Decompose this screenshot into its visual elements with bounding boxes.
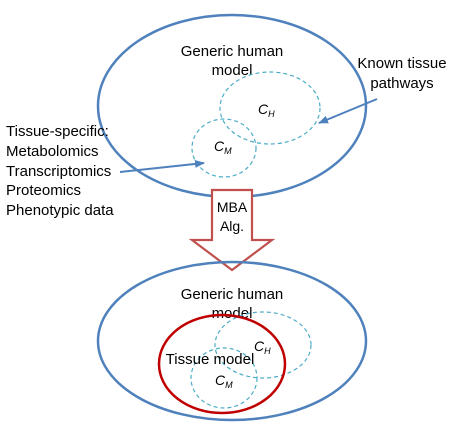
top-model-title-line1: Generic human xyxy=(181,43,284,60)
mba-label-line2: Alg. xyxy=(220,218,244,234)
known-pathways-line1: Known tissue xyxy=(357,55,446,72)
tissue-specific-arrow xyxy=(119,159,205,173)
bottom-ch-label: CH xyxy=(254,338,271,356)
tissue-model-ellipse xyxy=(157,313,287,415)
tissue-specific-item-0: Metabolomics xyxy=(6,143,99,160)
tissue-specific-item-2: Proteomics xyxy=(6,182,81,199)
tissue-specific-item-3: Phenotypic data xyxy=(6,202,114,219)
top-cm-circle xyxy=(191,118,257,178)
known-pathways-line2: pathways xyxy=(370,75,433,92)
top-ch-circle xyxy=(219,71,321,145)
known-pathways-arrow xyxy=(318,98,378,124)
tissue-specific-heading: Tissue-specific: xyxy=(6,123,109,140)
top-ch-label: CH xyxy=(258,101,275,119)
tissue-model-label: Tissue model xyxy=(166,351,255,368)
mba-algorithm-arrow xyxy=(188,188,276,272)
mba-label-line1: MBA xyxy=(217,199,248,215)
bottom-ch-circle xyxy=(214,311,312,379)
top-model-title-line2: model xyxy=(212,62,253,79)
bottom-cm-circle xyxy=(190,347,258,409)
bottom-cm-label: CM xyxy=(215,372,233,390)
bottom-generic-model-ellipse xyxy=(96,260,368,422)
bottom-model-title-line1: Generic human xyxy=(181,286,284,303)
top-cm-label: CM xyxy=(214,138,232,156)
tissue-specific-item-1: Transcriptomics xyxy=(6,163,111,180)
